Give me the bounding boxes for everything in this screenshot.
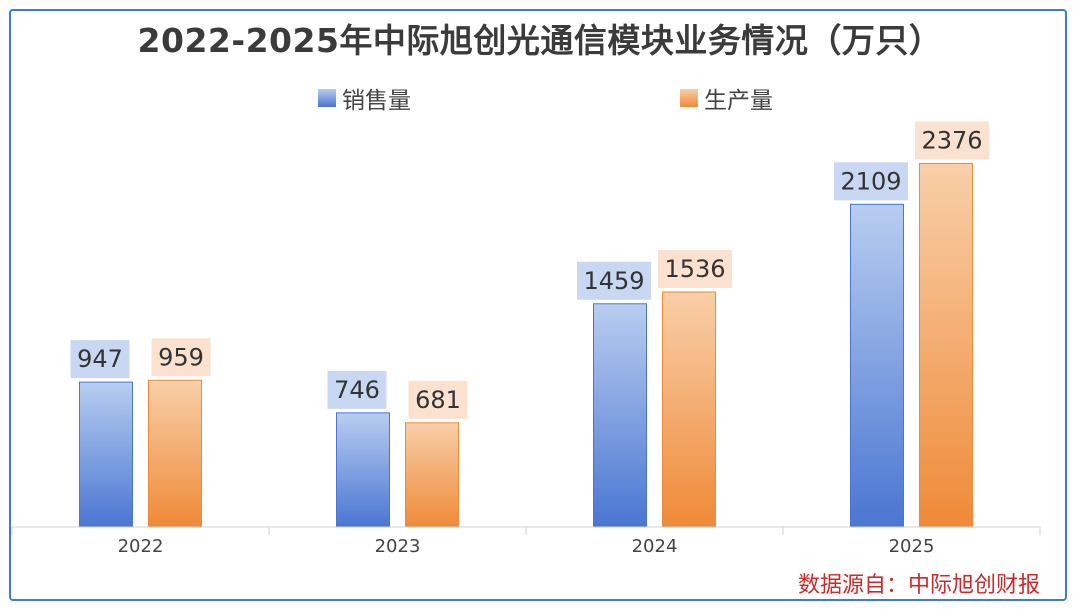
bar-sales <box>850 203 904 528</box>
data-label-box <box>70 340 130 379</box>
x-tick-label: 2022 <box>118 536 164 557</box>
data-label: 746 <box>334 376 380 404</box>
bar-sales <box>593 303 647 528</box>
bar-sales <box>336 412 390 528</box>
data-label-box <box>834 162 908 201</box>
data-label: 947 <box>77 345 123 373</box>
source-note: 数据源自：中际旭创财报 <box>797 573 1040 598</box>
bar-production <box>662 291 716 528</box>
bar-production <box>148 379 202 528</box>
data-label-box <box>577 261 651 300</box>
data-label: 1459 <box>583 267 644 295</box>
legend-item-production: 生产量 <box>680 84 773 114</box>
x-tick-label: 2024 <box>632 536 678 557</box>
x-tick-label: 2025 <box>889 536 935 557</box>
legend-swatch-sales <box>318 89 336 107</box>
bar-production <box>919 162 973 528</box>
data-label-box <box>408 380 468 419</box>
data-label: 681 <box>415 386 461 414</box>
legend-label-production: 生产量 <box>704 88 773 114</box>
x-tick-label: 2023 <box>375 536 421 557</box>
data-label-box <box>151 338 211 377</box>
data-label: 2109 <box>840 167 901 195</box>
chart-title: 2022-2025年中际旭创光通信模块业务情况（万只） <box>137 21 943 60</box>
data-label-box <box>327 370 387 409</box>
data-label: 2376 <box>921 126 982 154</box>
bar-production <box>405 422 459 528</box>
data-label-box <box>915 121 989 160</box>
legend-label-sales: 销售量 <box>342 88 411 114</box>
data-label-box <box>658 249 732 288</box>
bar-sales <box>79 381 133 528</box>
data-label: 1536 <box>664 255 725 283</box>
legend-item-sales: 销售量 <box>318 84 411 114</box>
data-label: 959 <box>158 343 204 371</box>
legend-swatch-production <box>680 89 698 107</box>
